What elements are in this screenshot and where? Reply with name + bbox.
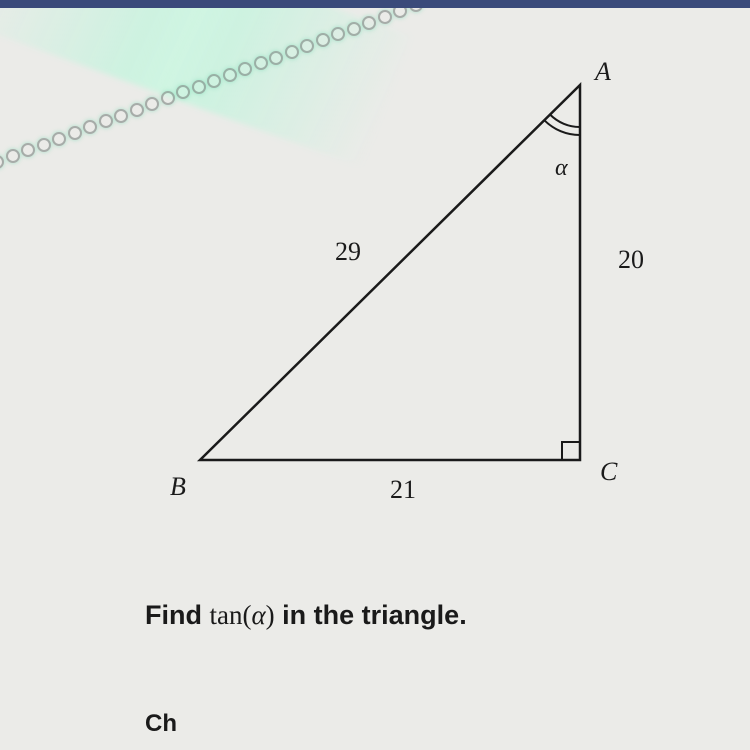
right-angle-marker [562, 442, 580, 460]
question-var: α [251, 600, 265, 630]
question-suffix: in the triangle. [275, 600, 467, 630]
vertex-c-label: C [600, 457, 618, 486]
spiral-ring [114, 109, 128, 123]
cutoff-text: Ch [145, 710, 177, 738]
angle-alpha-arc-inner [550, 115, 580, 128]
top-bar [0, 0, 750, 8]
question-paren-close: ) [266, 600, 275, 630]
question-prefix: Find [145, 600, 209, 630]
spiral-ring [37, 138, 51, 152]
spiral-ring [347, 22, 361, 36]
triangle-svg: A B C 29 20 21 α [140, 40, 660, 520]
spiral-ring [83, 120, 97, 134]
question-text: Find tan(α) in the triangle. [145, 600, 467, 631]
vertex-b-label: B [170, 472, 186, 501]
spiral-ring [362, 16, 376, 30]
spiral-ring [52, 132, 66, 146]
spiral-ring [378, 10, 392, 24]
side-bc-label: 21 [390, 475, 416, 504]
spiral-ring [68, 126, 82, 140]
question-fn: tan [209, 600, 242, 630]
spiral-ring [6, 149, 20, 163]
side-ac-label: 20 [618, 245, 644, 274]
spiral-ring [99, 114, 113, 128]
triangle-shape [200, 85, 580, 460]
spiral-ring [0, 155, 4, 169]
spiral-ring [21, 143, 35, 157]
angle-alpha-label: α [555, 155, 568, 181]
side-ab-label: 29 [335, 237, 361, 266]
triangle-diagram: A B C 29 20 21 α [140, 40, 660, 520]
vertex-a-label: A [593, 57, 611, 86]
